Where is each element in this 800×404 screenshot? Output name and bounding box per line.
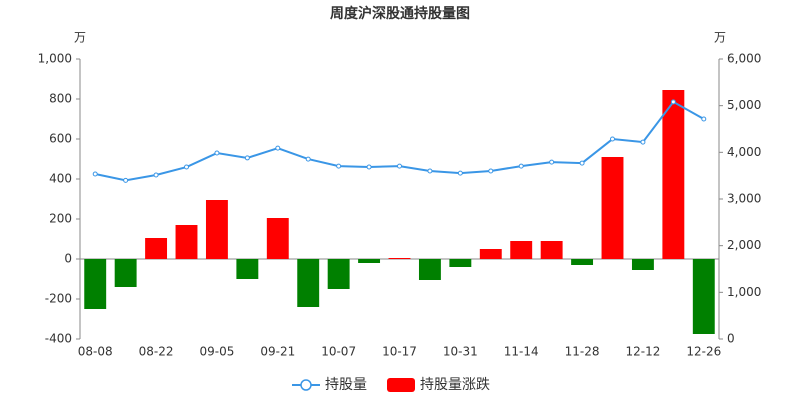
x-tick-label: 11-14: [504, 345, 539, 359]
legend-icon: [300, 379, 312, 391]
x-tick-label: 08-08: [78, 345, 113, 359]
line-point: [488, 168, 494, 174]
y2-tick-label: 5,000: [727, 98, 761, 112]
line-point: [184, 164, 189, 170]
x-tick-label: 10-31: [443, 345, 478, 359]
line-point: [549, 159, 555, 165]
line-point: [214, 150, 220, 156]
legend-label: 持股量涨跌: [420, 377, 490, 393]
y-unit: 万: [74, 31, 86, 45]
bar: [205, 200, 228, 259]
bar: [540, 241, 563, 259]
bar: [327, 259, 350, 289]
bar: [84, 259, 107, 309]
y2-tick-label: 1,000: [727, 285, 761, 299]
line-point: [244, 155, 250, 161]
line-point: [640, 139, 646, 145]
x-tick-label: 12-26: [686, 345, 721, 359]
y-tick-label: 1,000: [38, 52, 72, 66]
x-tick-label: 08-22: [139, 345, 174, 359]
bar: [266, 218, 289, 259]
line-point: [427, 168, 433, 174]
y-tick-label: -200: [45, 292, 72, 306]
chart-title: 周度沪深股通持股量图: [330, 5, 470, 22]
y-tick-label: 200: [49, 212, 72, 226]
bar: [145, 238, 168, 259]
line-point: [123, 177, 129, 183]
line-point: [670, 99, 676, 105]
bar: [601, 157, 624, 259]
line-point: [518, 163, 524, 169]
bar: [571, 259, 594, 265]
bar: [358, 259, 381, 263]
bar: [510, 241, 533, 259]
line-point: [336, 163, 342, 169]
bar: [418, 259, 441, 280]
line-point: [92, 171, 98, 177]
bar: [479, 249, 502, 259]
x-tick-label: 10-07: [321, 345, 356, 359]
x-tick-label: 11-28: [565, 345, 600, 359]
x-tick-label: 09-05: [199, 345, 234, 359]
legend-icon: [387, 378, 415, 392]
legend-label: 持股量: [325, 377, 367, 393]
line-point: [579, 160, 585, 166]
y-tick-label: 0: [64, 252, 72, 266]
y2-unit: 万: [714, 31, 726, 45]
line-point: [275, 145, 281, 151]
bar: [114, 259, 137, 287]
y2-tick-label: 3,000: [727, 192, 761, 206]
line-point: [457, 170, 463, 176]
line-point: [701, 116, 707, 122]
bar: [388, 258, 411, 259]
x-tick-label: 10-17: [382, 345, 417, 359]
bar: [297, 259, 320, 307]
y2-tick-label: 6,000: [727, 52, 761, 66]
bar: [449, 259, 472, 267]
line-point: [153, 172, 159, 178]
line-point: [397, 163, 402, 169]
y-tick-label: 600: [49, 132, 72, 146]
y2-tick-label: 0: [727, 332, 735, 346]
bar: [236, 259, 259, 279]
x-tick-label: 09-21: [260, 345, 295, 359]
line-point: [610, 136, 615, 142]
y-tick-label: -400: [45, 332, 72, 346]
y2-tick-label: 2,000: [727, 238, 761, 252]
bar: [692, 259, 715, 334]
y-tick-label: 400: [49, 172, 72, 186]
line-point: [366, 164, 372, 170]
bar: [631, 259, 654, 270]
x-tick-label: 12-12: [625, 345, 660, 359]
y2-tick-label: 4,000: [727, 145, 761, 159]
line-point: [305, 156, 311, 162]
bar: [175, 225, 198, 259]
bar: [662, 90, 685, 259]
y-tick-label: 800: [49, 92, 72, 106]
